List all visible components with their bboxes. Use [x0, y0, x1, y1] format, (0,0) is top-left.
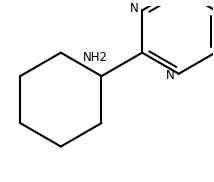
Text: N: N [129, 2, 138, 15]
Text: N: N [166, 69, 175, 82]
Text: NH2: NH2 [83, 51, 108, 64]
